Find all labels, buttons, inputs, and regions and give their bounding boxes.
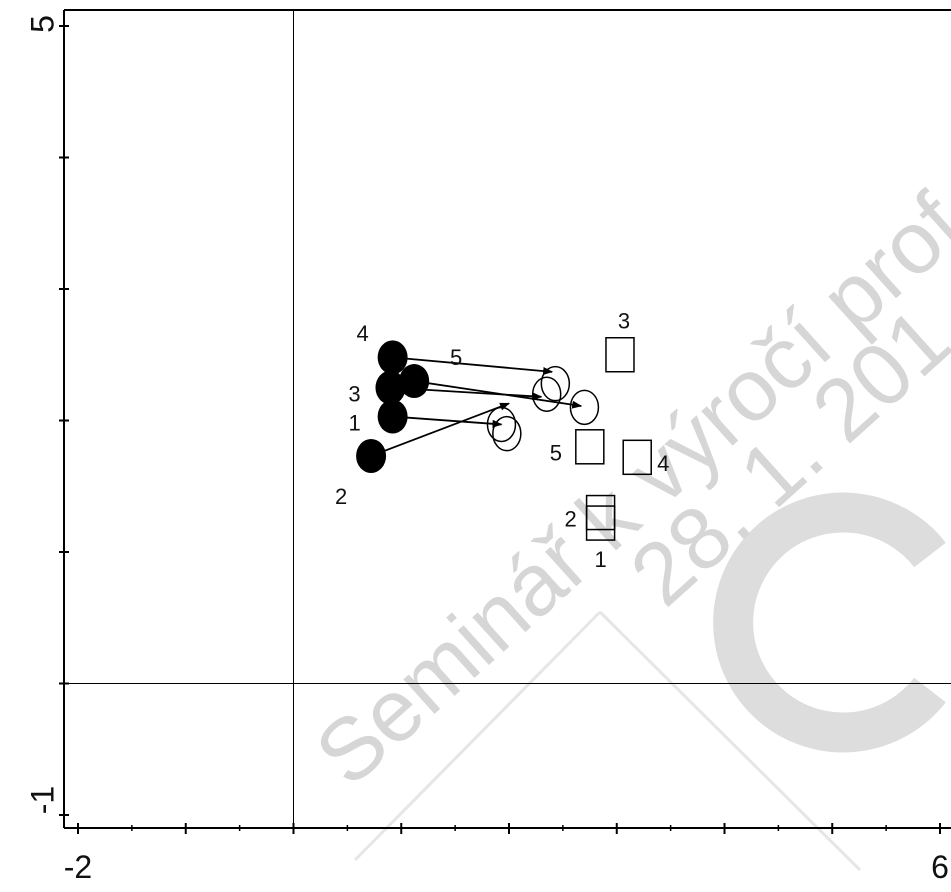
filled-point-label-1: 1 [349,410,361,435]
arrow-1 [392,415,503,428]
open-circle-point [569,389,600,426]
filled-point-label-4: 4 [357,321,369,346]
reference-lines [64,10,951,828]
data-marks [356,337,652,541]
filled-point-label-2: 2 [335,484,347,509]
filled-point-label-3: 3 [348,381,360,406]
open-circle-point [540,365,571,402]
square-point-label-1: 1 [594,547,606,572]
plot-frame [63,9,951,829]
open-circle-point [486,406,517,443]
arrow-2 [370,402,510,457]
square-point-label-4: 4 [657,451,669,476]
y-axis-ticks [59,25,69,816]
x-axis-ticks [77,823,941,834]
square-point-label-5: 5 [550,441,562,466]
filled-circle-point [377,399,408,434]
square-point-label-2: 2 [564,506,576,531]
open-square-point [605,337,635,373]
open-circle-point [492,415,522,452]
x-tick-label-left: -2 [64,849,92,885]
filled-circle-point [375,370,406,405]
arrow-4 [392,356,554,376]
watermark-logo-icon [713,492,946,753]
arrow-5 [414,380,583,409]
open-square-point [575,429,605,465]
x-tick-label-right: 6 [931,849,949,885]
square-point-label-3: 3 [618,309,630,334]
y-tick-label-top: 5 [24,15,60,33]
filled-circle-point [356,439,387,474]
open-circle-point [531,376,562,412]
filled-circle-point [377,340,408,375]
filled-point-label-5: 5 [450,345,462,370]
filled-circle-point [399,364,430,399]
y-tick-label-bottom: -1 [24,786,60,814]
open-square-point [622,439,652,476]
open-square-point [585,494,616,531]
